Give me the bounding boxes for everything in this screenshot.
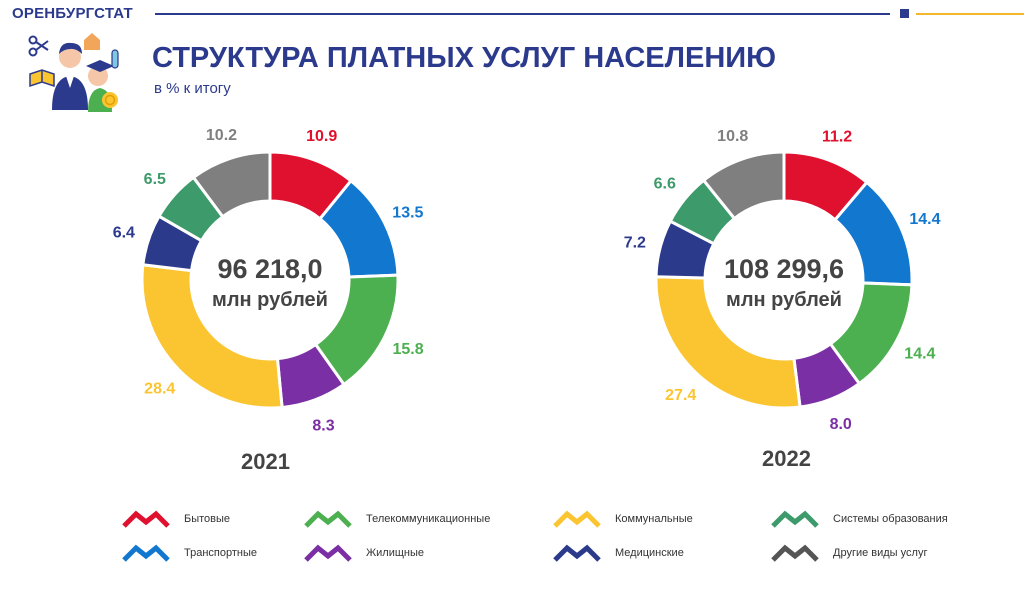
slice-data-label: 11.2: [822, 128, 852, 145]
legend-item: Транспортные: [120, 542, 257, 564]
donut-slice: [191, 150, 272, 219]
header-square: [900, 9, 909, 18]
page-subtitle: в % к итогу: [154, 80, 231, 97]
legend-label: Жилищные: [366, 547, 425, 559]
slice-data-label: 10.9: [306, 128, 337, 145]
legend-item: Телекоммуникационные: [302, 508, 490, 530]
legend-swatch-icon: [304, 510, 352, 528]
slice-data-label: 7.2: [624, 235, 646, 252]
slice-data-label: 6.5: [144, 171, 166, 188]
center-total-value: 108 299,6: [724, 254, 844, 284]
slice-data-label: 14.4: [904, 345, 935, 362]
slice-data-label: 10.2: [206, 127, 237, 144]
year-label-2022: 2022: [762, 446, 811, 471]
slice-data-label: 8.3: [312, 417, 334, 434]
year-label-2021: 2021: [241, 449, 290, 474]
legend-label: Коммунальные: [615, 513, 693, 525]
legend-label: Системы образования: [833, 513, 948, 525]
slice-data-label: 6.4: [113, 224, 135, 241]
legend-item: Другие виды услуг: [769, 542, 927, 564]
legend-swatch-icon: [553, 510, 601, 528]
legend-swatch-icon: [304, 544, 352, 562]
legend-swatch-icon: [122, 544, 170, 562]
slice-data-label: 8.0: [830, 416, 852, 433]
legend-label: Транспортные: [184, 547, 257, 559]
page-title: СТРУКТУРА ПЛАТНЫХ УСЛУГ НАСЕЛЕНИЮ: [152, 42, 777, 74]
legend-label: Бытовые: [184, 513, 231, 525]
legend-label: Медицинские: [615, 547, 684, 559]
slice-data-label: 13.5: [392, 204, 423, 221]
header-accent-rule: [916, 13, 1024, 15]
legend-swatch-icon: [771, 544, 819, 562]
donut-slice: [140, 263, 284, 410]
legend-label: Телекоммуникационные: [366, 513, 491, 525]
donut-slice: [654, 275, 802, 410]
legend-item: Бытовые: [120, 508, 230, 530]
legend-swatch-icon: [122, 510, 170, 528]
legend-item: Системы образования: [769, 508, 948, 530]
legend-swatch-icon: [553, 544, 601, 562]
legend-item: Медицинские: [551, 542, 684, 564]
header-rule: [155, 13, 890, 15]
center-total-value: 96 218,0: [217, 254, 322, 284]
slice-data-label: 10.8: [717, 128, 748, 145]
org-name: ОРЕНБУРГСТАТ: [12, 5, 133, 22]
legend-swatch-icon: [771, 510, 819, 528]
slice-data-label: 14.4: [909, 211, 940, 228]
center-unit-label: млн рублей: [212, 289, 328, 311]
legend-item: Коммунальные: [551, 508, 693, 530]
slice-data-label: 28.4: [144, 381, 175, 398]
legend-label: Другие виды услуг: [833, 547, 928, 559]
slice-data-label: 6.6: [654, 176, 676, 193]
donut-slice: [701, 150, 786, 221]
slice-data-label: 27.4: [665, 387, 696, 404]
legend-item: Жилищные: [302, 542, 424, 564]
slice-data-label: 15.8: [393, 341, 424, 358]
center-unit-label: млн рублей: [726, 289, 842, 311]
students-illustration-icon: [28, 33, 119, 112]
